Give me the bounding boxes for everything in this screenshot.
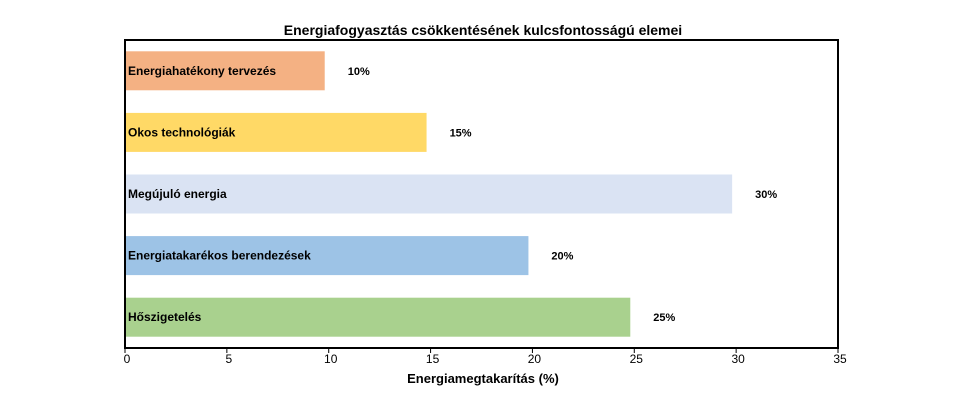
bar-category-label: Energiahatékony tervezés: [128, 64, 276, 78]
bar-category-label: Hőszigetelés: [128, 310, 202, 324]
x-tick-label: 25: [630, 352, 644, 366]
x-tick-label: 15: [426, 352, 440, 366]
x-axis-label: Energiamegtakarítás (%): [407, 371, 559, 386]
x-tick-label: 20: [528, 352, 542, 366]
x-tick-label: 35: [833, 352, 847, 366]
bar-category-label: Okos technológiák: [128, 125, 236, 139]
bar: [125, 174, 733, 214]
x-tick-label: 0: [124, 352, 131, 366]
x-axis-ticks: 0 5 10 15 20 25 30 35: [124, 348, 847, 366]
bar-value-label: 15%: [450, 127, 472, 139]
bar-category-label: Megújuló energia: [128, 187, 227, 201]
bars-layer: Energiahatékony tervezés 10% Okos technoló…: [125, 51, 777, 337]
x-tick-label: 10: [324, 352, 338, 366]
bar-value-label: 20%: [551, 251, 573, 263]
bar-value-label: 25%: [653, 312, 675, 324]
bar-category-label: Energiatakarékos berendezések: [128, 249, 311, 263]
bar-value-label: 30%: [755, 189, 777, 201]
x-tick-label: 5: [226, 352, 233, 366]
bar: [125, 297, 631, 337]
chart-title: Energiafogyasztás csökkentésének kulcsfo…: [284, 22, 682, 38]
bar: [125, 112, 427, 152]
bar-value-label: 10%: [348, 66, 370, 78]
x-tick-label: 30: [731, 352, 745, 366]
bar: [125, 51, 325, 91]
bar: [125, 236, 529, 276]
plot-area-frame: [124, 39, 839, 349]
